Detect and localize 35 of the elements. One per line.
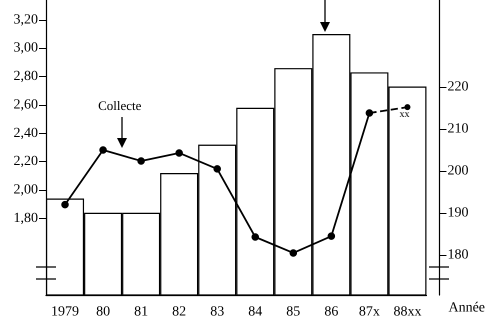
point [61, 200, 69, 208]
y-tick-label: 2,80 [14, 69, 38, 84]
x-tick-label: 83 [210, 304, 224, 320]
x-tick-label: 82 [172, 304, 186, 320]
y-tick-label: 2,40 [14, 126, 38, 141]
y-tick-label: 2,60 [14, 97, 38, 112]
x-tick-label: 80 [96, 304, 110, 320]
y2-tick-label: 210 [447, 122, 468, 137]
point [290, 249, 298, 257]
x-axis-title: Année [448, 300, 486, 316]
point [404, 104, 410, 110]
y2-tick-label: 180 [447, 248, 468, 263]
y2-tick-label: 200 [447, 164, 468, 179]
point [252, 233, 260, 241]
x-tick-label: 81 [134, 304, 148, 320]
y-tick-label: 3,00 [14, 40, 38, 56]
y2-tick-label: 220 [447, 79, 468, 94]
x-tick-label: 86 [324, 304, 338, 320]
annotation: Collecte [98, 98, 142, 114]
y-tick-label: 3,20 [14, 12, 38, 28]
y-tick-label: 2,20 [14, 154, 38, 170]
y-tick-label: 1,80 [14, 210, 38, 226]
point [213, 165, 221, 173]
point [99, 146, 107, 154]
point [137, 157, 145, 165]
x-tick-label: 85 [286, 304, 300, 320]
annotation: xx [399, 109, 410, 120]
y2-tick-label: 190 [447, 206, 468, 221]
point [328, 232, 336, 240]
y-tick-label: 2,00 [14, 182, 38, 198]
x-tick-label: 87x [358, 304, 380, 320]
point [175, 149, 183, 157]
x-tick-label: 1979 [51, 304, 80, 320]
x-tick-label: 88xx [393, 304, 422, 320]
x-tick-label: 84 [248, 304, 262, 320]
